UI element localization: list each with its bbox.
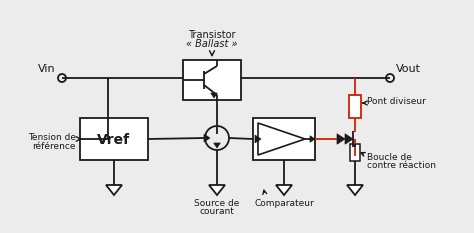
Text: Tension de: Tension de — [28, 133, 76, 142]
Bar — [253, 118, 315, 160]
Text: Boucle de: Boucle de — [367, 153, 412, 162]
Polygon shape — [204, 134, 210, 142]
Bar — [349, 95, 361, 118]
Polygon shape — [347, 185, 363, 195]
Text: courant: courant — [200, 207, 235, 216]
Text: Pont diviseur: Pont diviseur — [367, 96, 426, 106]
Text: contre réaction: contre réaction — [367, 161, 436, 170]
Polygon shape — [81, 134, 88, 144]
Polygon shape — [209, 185, 225, 195]
Text: Vref: Vref — [98, 133, 130, 147]
Polygon shape — [106, 185, 122, 195]
Text: « Ballast »: « Ballast » — [186, 39, 238, 49]
Polygon shape — [310, 136, 315, 142]
Bar — [183, 60, 241, 100]
Bar — [350, 144, 360, 161]
Polygon shape — [276, 185, 292, 195]
Text: Vin: Vin — [38, 64, 56, 74]
Text: Comparateur: Comparateur — [254, 199, 314, 208]
Polygon shape — [337, 134, 345, 144]
Polygon shape — [211, 93, 217, 98]
Text: référence: référence — [33, 142, 76, 151]
Polygon shape — [345, 134, 353, 144]
Bar — [80, 118, 148, 160]
Text: Vout: Vout — [396, 64, 421, 74]
Polygon shape — [258, 123, 305, 155]
Text: Source de: Source de — [194, 199, 240, 208]
Text: Transistor: Transistor — [188, 30, 236, 40]
Polygon shape — [214, 143, 220, 148]
Polygon shape — [255, 135, 261, 143]
